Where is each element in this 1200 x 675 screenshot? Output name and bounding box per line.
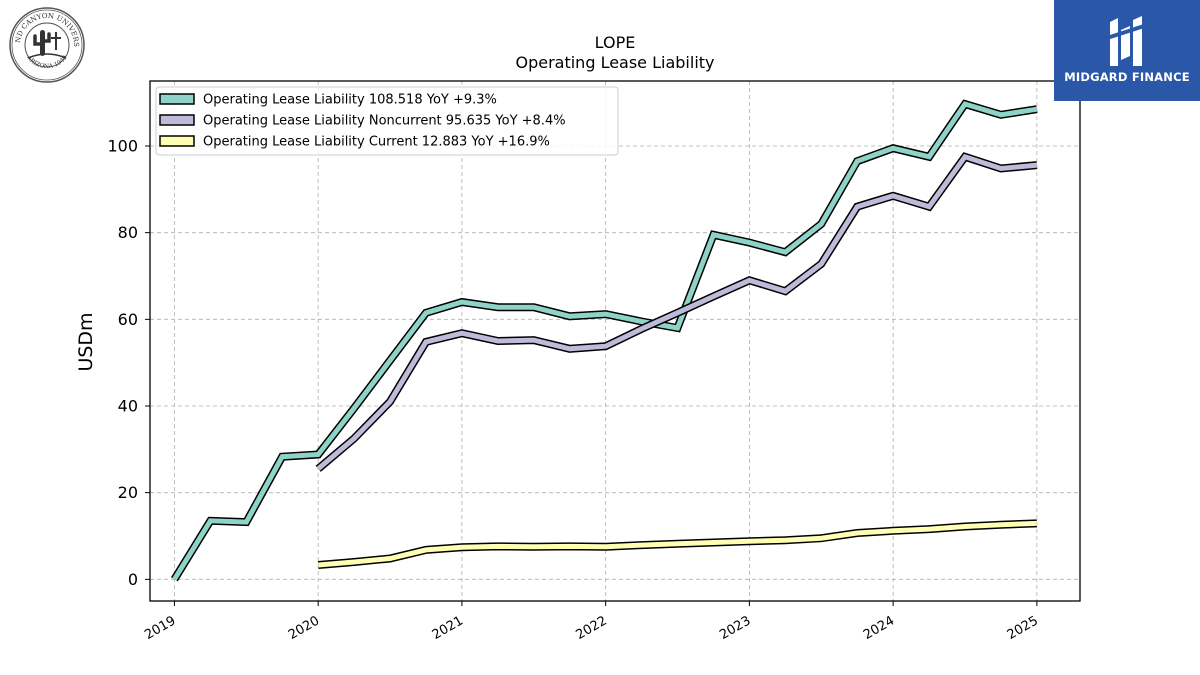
y-tick-label: 20 [118, 483, 138, 502]
chart-title: LOPE [595, 33, 636, 52]
legend-label: Operating Lease Liability Noncurrent 95.… [203, 114, 566, 129]
legend-label: Operating Lease Liability 108.518 YoY +9… [203, 93, 497, 108]
x-tick-label: 2021 [430, 613, 466, 643]
legend-box [155, 86, 619, 156]
legend: Operating Lease Liability 108.518 YoY +9… [155, 86, 619, 156]
series-line [316, 153, 1038, 471]
y-tick-label: 100 [107, 137, 138, 156]
y-tick-label: 60 [118, 310, 138, 329]
legend-swatch [159, 114, 195, 126]
x-tick-label: 2024 [861, 613, 897, 643]
legend-swatch [159, 93, 195, 105]
series-group [170, 99, 1038, 582]
y-tick-label: 0 [128, 570, 138, 589]
brand-logo: MIDGARD FINANCE [1054, 0, 1200, 101]
plot-frame [149, 80, 1081, 602]
legend-swatch [159, 135, 195, 147]
x-tick-label: 2020 [286, 613, 322, 643]
legend-label: Operating Lease Liability Current 12.883… [203, 135, 550, 150]
x-tick-label: 2022 [573, 613, 609, 643]
series-line [317, 520, 1037, 568]
brand-name: MIDGARD FINANCE [1064, 70, 1190, 84]
y-axis-label: USDm [75, 312, 97, 371]
y-tick-label: 80 [118, 223, 138, 242]
chart-subtitle: Operating Lease Liability [515, 53, 714, 72]
x-tick-label: 2019 [142, 613, 178, 643]
series-line [172, 101, 1038, 581]
axis-ticks: 0 20 40 60 80 100 2019 2020 2021 2022 2023 2024 2025 [107, 137, 1040, 644]
university-seal: GRAND CANYON UNIVERSITY ARIZONA 1949 [4, 0, 86, 84]
brand-mark-icon [1106, 16, 1145, 66]
seal-emblem-icon: GRAND CANYON UNIVERSITY ARIZONA 1949 [4, 0, 85, 83]
x-tick-label: 2025 [1005, 613, 1041, 643]
x-tick-label: 2023 [717, 613, 753, 643]
y-tick-label: 40 [118, 397, 138, 416]
